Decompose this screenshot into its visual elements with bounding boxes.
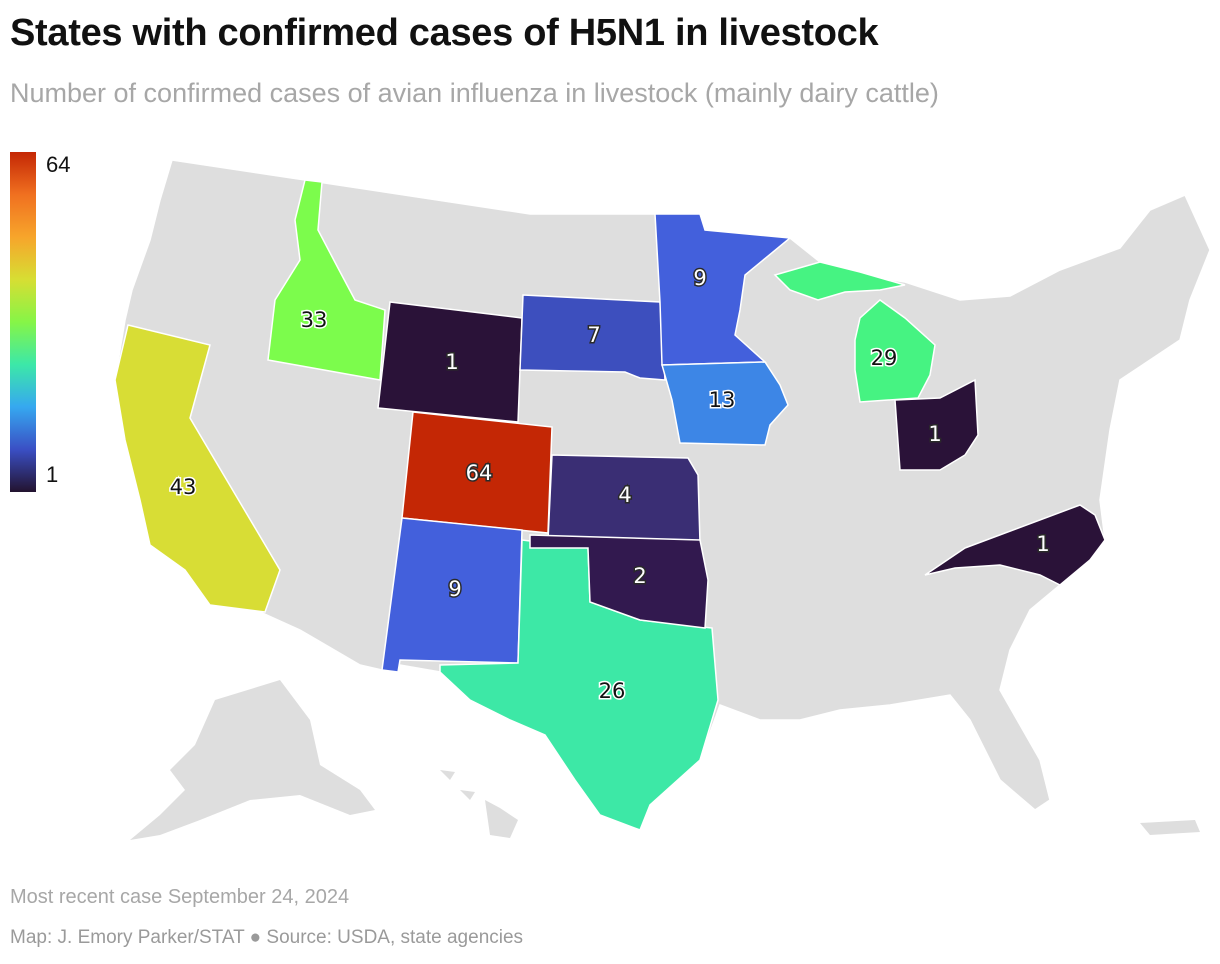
label-iowa: 13: [709, 388, 736, 412]
label-south-dakota: 7: [587, 323, 600, 347]
label-idaho: 33: [301, 308, 328, 332]
label-ohio: 1: [928, 422, 941, 446]
us-map-svg: 33 1 43 64 9 26 7 4 2 9 13 29 1 1: [114, 159, 1211, 840]
state-iowa[interactable]: [661, 361, 789, 446]
state-labels: 33 1 43 64 9 26 7 4 2 9 13 29 1 1: [168, 265, 1051, 705]
chart-title: States with confirmed cases of H5N1 in l…: [10, 12, 879, 54]
label-oklahoma: 2: [633, 564, 646, 588]
legend-min-label: 1: [46, 462, 59, 487]
label-texas: 26: [599, 679, 626, 703]
label-colorado: 64: [466, 461, 493, 485]
state-kansas[interactable]: [547, 454, 701, 544]
state-wyoming[interactable]: [377, 301, 523, 423]
label-new-mexico: 9: [448, 577, 461, 601]
label-michigan: 29: [871, 346, 898, 370]
state-minnesota[interactable]: [654, 213, 792, 366]
label-minnesota: 9: [693, 266, 706, 290]
label-california: 43: [170, 475, 197, 499]
chart-subtitle: Number of confirmed cases of avian influ…: [10, 78, 939, 108]
state-ohio[interactable]: [894, 378, 979, 471]
state-oklahoma[interactable]: [529, 534, 709, 629]
alaska-shape: [130, 680, 375, 840]
state-new-mexico[interactable]: [381, 517, 523, 673]
footer-note: Most recent case September 24, 2024: [10, 886, 350, 908]
us-map: 33 1 43 64 9 26 7 4 2 9 13 29 1 1: [0, 140, 1220, 860]
state-michigan[interactable]: [773, 261, 936, 403]
legend-color-bar: [10, 152, 36, 492]
legend-max-label: 64: [46, 152, 71, 177]
state-north-carolina[interactable]: [924, 504, 1106, 586]
state-idaho[interactable]: [267, 179, 386, 381]
hawaii-shape: [440, 770, 518, 838]
label-north-carolina: 1: [1036, 532, 1049, 556]
label-wyoming: 1: [445, 350, 458, 374]
state-california[interactable]: [114, 324, 281, 613]
puerto-rico-shape: [1140, 820, 1200, 835]
footer-credit: Map: J. Emory Parker/STAT ● Source: USDA…: [10, 927, 524, 948]
label-kansas: 4: [618, 483, 631, 507]
